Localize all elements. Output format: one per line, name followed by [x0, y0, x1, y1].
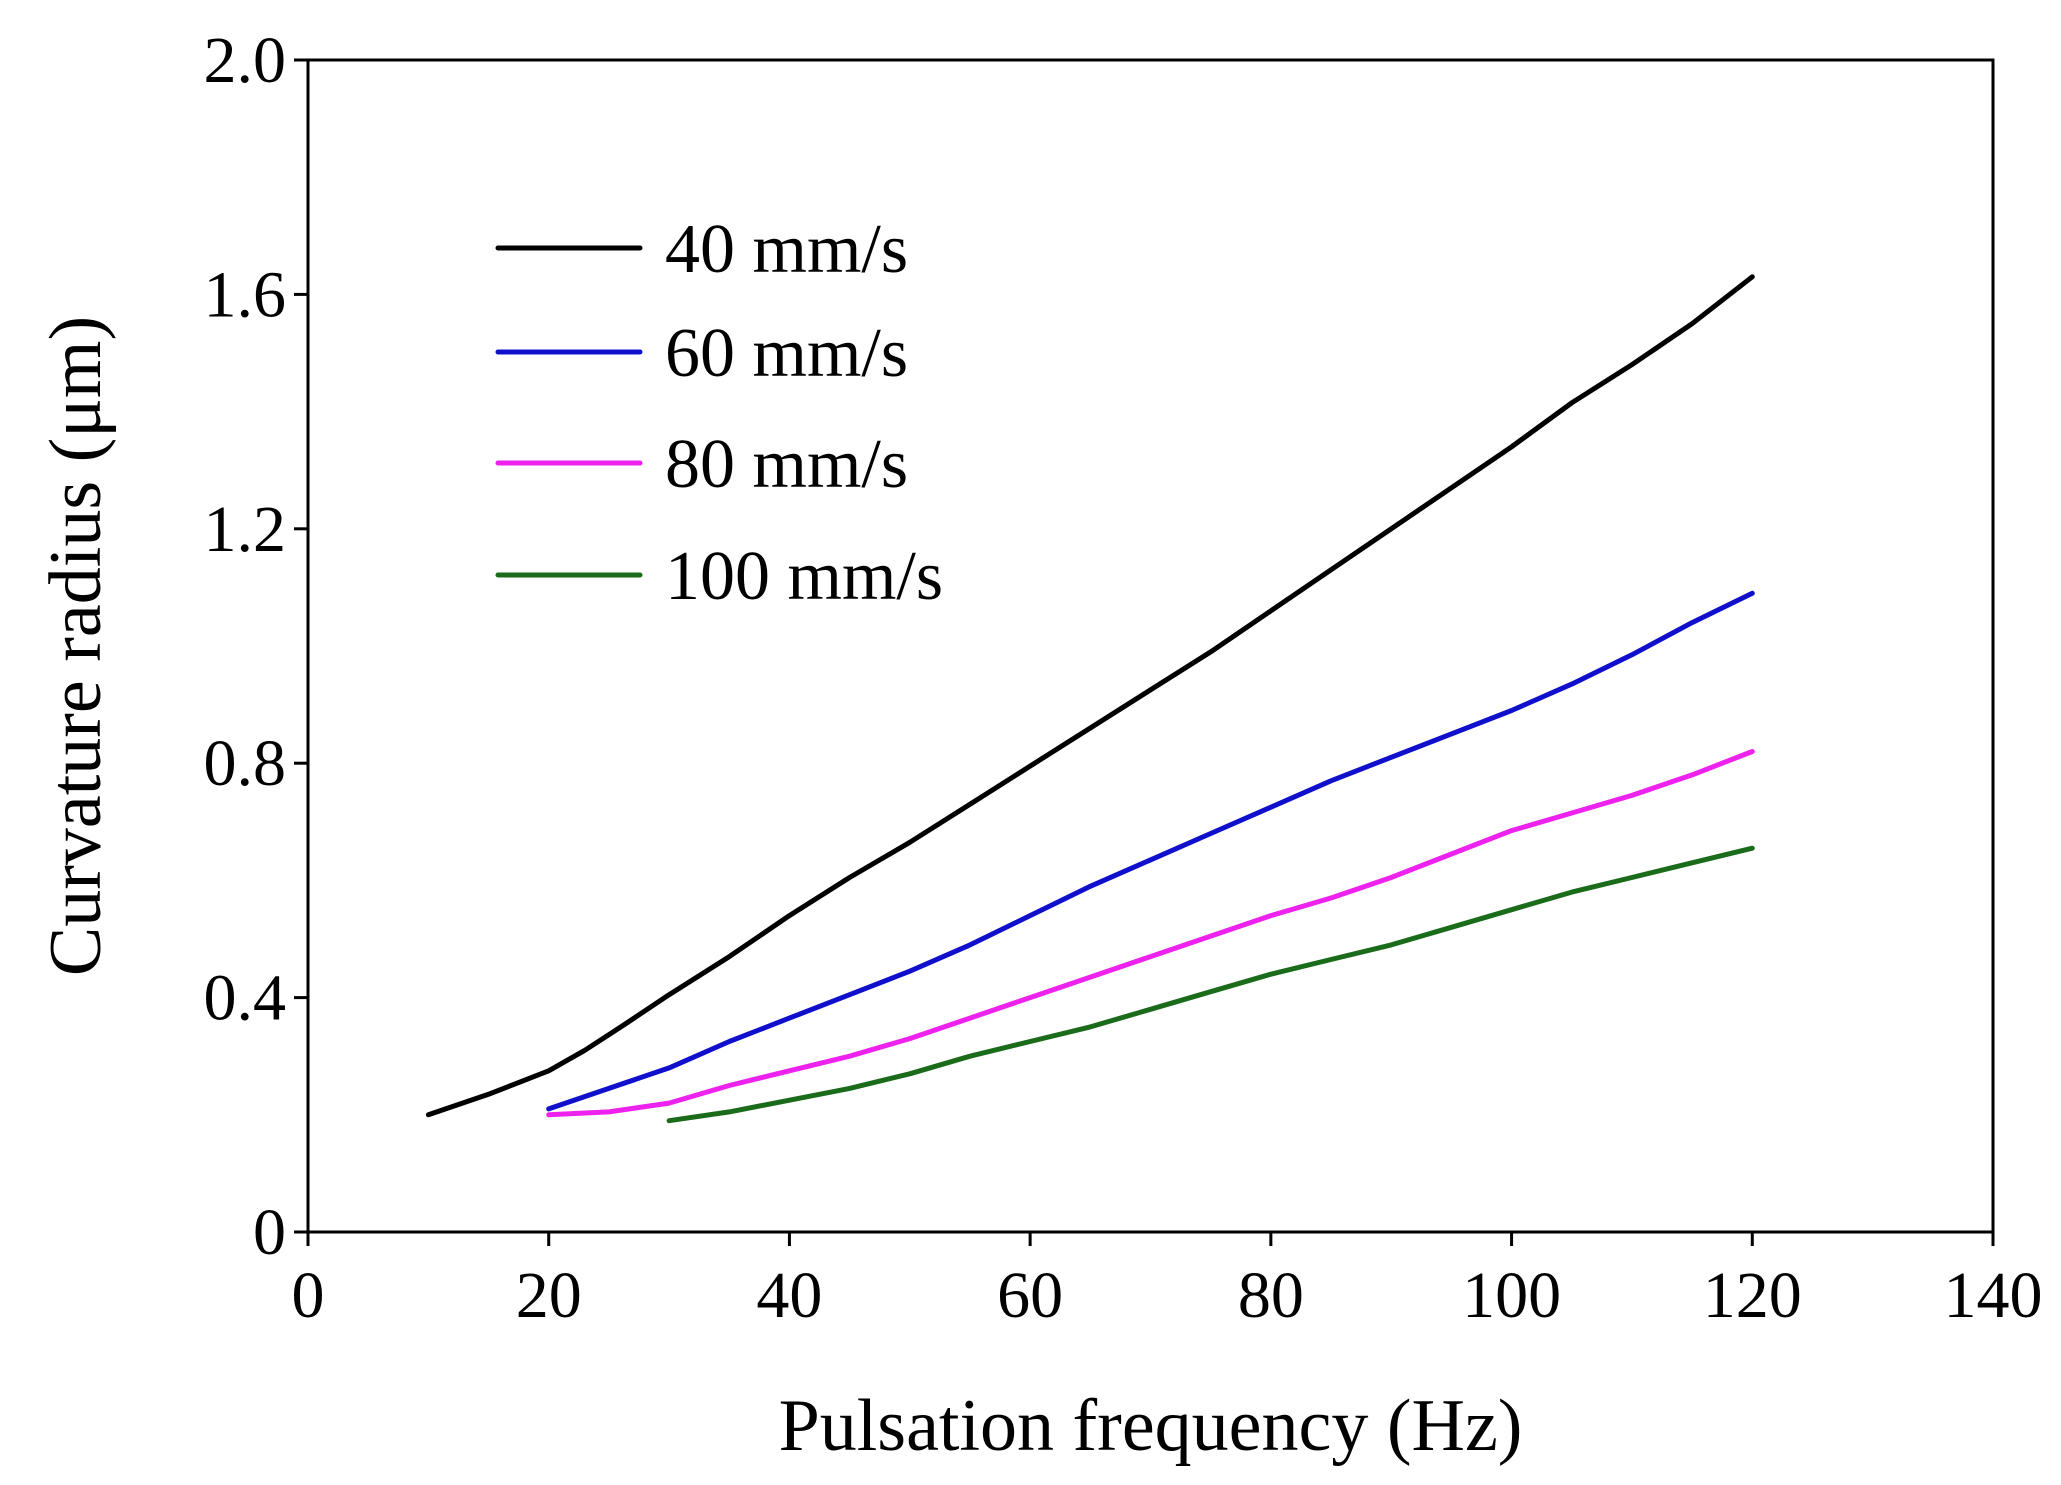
x-tick-label: 140 — [1944, 1259, 2043, 1332]
x-tick-label: 0 — [292, 1259, 325, 1332]
x-tick-label: 80 — [1238, 1259, 1304, 1332]
x-tick-label: 60 — [997, 1259, 1063, 1332]
x-axis-ticks: 0 20 40 60 80 100 120 140 — [292, 1232, 2043, 1332]
plot-frame — [306, 58, 1995, 1234]
y-tick-label: 1.2 — [204, 493, 287, 566]
y-tick-label: 1.6 — [204, 258, 287, 331]
series-layer — [425, 274, 1755, 1124]
series-line-2 — [546, 749, 1755, 1118]
series-line-0 — [425, 274, 1755, 1118]
legend-label-2: 80 mm/s — [665, 426, 908, 503]
y-tick-label: 0.4 — [204, 962, 287, 1035]
legend-label-0: 40 mm/s — [665, 211, 908, 288]
x-tick-label: 40 — [756, 1259, 822, 1332]
x-axis-title: Pulsation frequency (Hz) — [779, 1385, 1523, 1467]
legend: 40 mm/s 60 mm/s 80 mm/s 100 mm/s — [495, 211, 943, 615]
y-tick-label: 0.8 — [204, 727, 287, 800]
legend-label-1: 60 mm/s — [665, 315, 908, 392]
y-tick-label: 2.0 — [204, 24, 287, 97]
legend-label-3: 100 mm/s — [665, 538, 943, 615]
x-tick-label: 120 — [1703, 1259, 1802, 1332]
y-axis-ticks: 0 0.4 0.8 1.2 1.6 2.0 — [204, 24, 308, 1269]
x-tick-label: 100 — [1462, 1259, 1561, 1332]
x-tick-label: 20 — [516, 1259, 582, 1332]
y-tick-label: 0 — [253, 1196, 286, 1269]
y-axis-title: Curvature radius (μm) — [35, 316, 117, 976]
series-line-1 — [546, 590, 1755, 1112]
series-line-3 — [666, 845, 1755, 1124]
